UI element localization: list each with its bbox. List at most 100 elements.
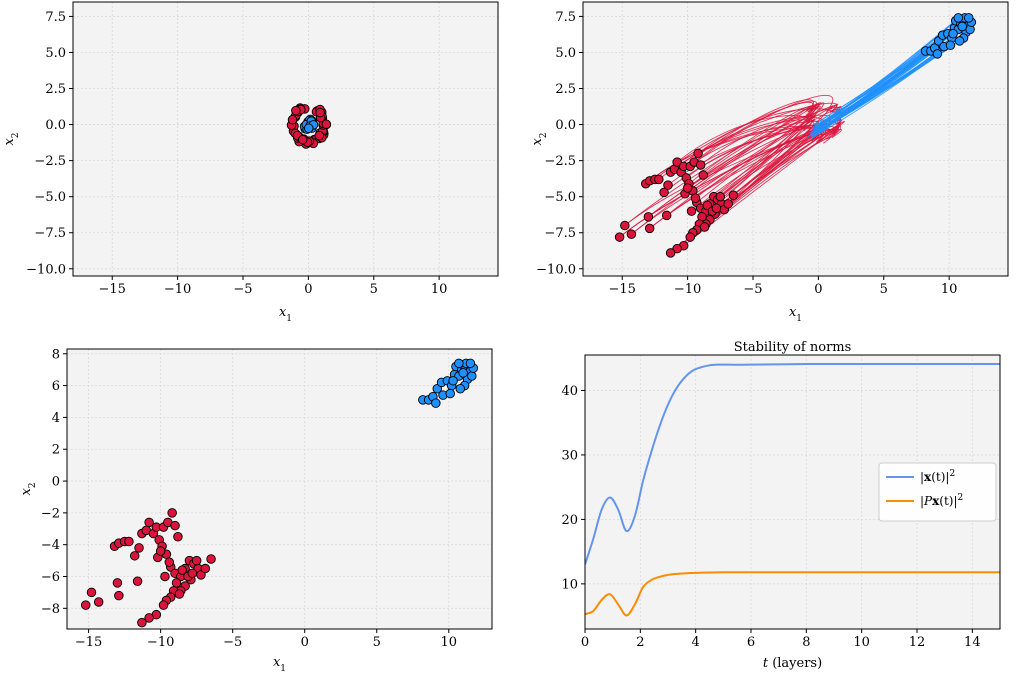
axes-frame	[66, 348, 493, 630]
y-tick-label: −7.5	[544, 226, 576, 241]
legend: |x(t)|2 |Px(t)|2	[878, 462, 997, 522]
x-tick-label: 6	[747, 635, 755, 650]
blue-point	[945, 40, 956, 51]
red-point	[702, 200, 712, 211]
red-point	[321, 119, 332, 129]
y-axis-label: x2	[2, 132, 21, 145]
red-point	[626, 229, 637, 239]
red-point	[174, 589, 185, 599]
x-tick-label: 10	[941, 282, 958, 297]
marks-layer	[585, 362, 1000, 617]
y-tick-label: 0.0	[45, 118, 66, 133]
red-point	[160, 571, 170, 582]
blue-point	[455, 384, 466, 394]
red-point	[643, 212, 654, 222]
red-trajectory	[687, 124, 825, 189]
x-tick-label: 8	[802, 635, 810, 650]
x-tick-label: 5	[880, 282, 888, 297]
y-tick-label: −6	[41, 570, 60, 585]
x-tick-label: 4	[692, 635, 700, 650]
x-tick-label: −10	[674, 282, 701, 297]
blue-point	[964, 13, 974, 23]
red-point	[191, 555, 202, 566]
chart-panel-1: −15 −10 −5 0 5 10 7.5 5.0 2.5 0.0 −2.5 −5.0 −7.5 −10.…	[2, 1, 499, 324]
x-tick-label: 10	[441, 635, 458, 650]
blue-point	[303, 123, 314, 133]
y-tick-label: 10	[561, 577, 578, 592]
plot-area	[73, 2, 498, 276]
x-tick-label: 10	[431, 282, 448, 297]
y-tick-label: −10.0	[26, 262, 66, 277]
red-point	[129, 551, 140, 561]
x-axis-label: x1	[279, 305, 292, 324]
red-point	[173, 531, 183, 542]
y-axis-label: x2	[19, 482, 38, 495]
red-point	[690, 193, 701, 203]
blue-point	[458, 368, 468, 378]
red-point	[644, 223, 655, 234]
y-tick-label: 20	[561, 513, 578, 528]
blue-point	[448, 376, 458, 386]
red-point	[672, 157, 682, 167]
red-point	[187, 568, 198, 579]
red-point	[314, 130, 325, 141]
blue-point	[957, 21, 967, 32]
red-point	[654, 174, 664, 185]
blue-point	[932, 49, 943, 59]
red-trajectory	[683, 99, 815, 167]
y-tick-label: −2.5	[544, 154, 576, 169]
x-axis-label: x1	[273, 655, 286, 674]
red-point	[663, 180, 673, 190]
red-point	[661, 210, 672, 221]
y-tick-label: 0.0	[555, 118, 576, 133]
red-point	[158, 600, 169, 610]
y-tick-label: 40	[561, 384, 578, 399]
red-point	[665, 248, 676, 258]
blue-point	[445, 388, 455, 399]
red-point	[144, 517, 154, 528]
x-axis-label: x1	[789, 305, 802, 324]
red-trajectory	[689, 95, 834, 167]
red-trajectory	[720, 114, 816, 198]
x-tick-label: 14	[964, 635, 981, 650]
red-point	[728, 190, 739, 200]
red-point	[171, 578, 182, 588]
y-tick-label: 0	[52, 475, 60, 490]
x-axis-label: t (layers)	[763, 656, 822, 671]
y-tick-label: 7.5	[555, 10, 576, 25]
y-tick-label: 6	[52, 379, 60, 394]
blue-point	[467, 371, 477, 381]
blue-point	[431, 398, 441, 408]
red-trajectory	[706, 129, 842, 206]
y-tick-label: −2.5	[34, 154, 66, 169]
red-trajectory	[631, 105, 813, 235]
red-point	[164, 557, 175, 567]
red-point	[80, 600, 91, 610]
red-point	[177, 565, 188, 575]
red-point	[685, 232, 695, 242]
y-tick-label: −2	[41, 506, 60, 521]
y-tick-label: 2.5	[555, 82, 576, 97]
y-tick-label: 8	[52, 347, 60, 362]
red-point	[699, 222, 710, 232]
red-point	[715, 191, 726, 202]
red-point	[167, 508, 177, 518]
red-point	[124, 536, 134, 547]
x-tick-label: 5	[370, 282, 378, 297]
red-point	[291, 105, 301, 116]
red-point	[200, 563, 211, 574]
norm-px-line	[585, 571, 1000, 617]
red-point	[112, 578, 123, 588]
x-tick-label: −5	[233, 282, 252, 297]
x-tick-label: 12	[909, 635, 926, 650]
marks-layer	[286, 103, 332, 149]
blue-point	[953, 13, 964, 23]
red-trajectory	[654, 101, 814, 180]
y-tick-label: 5.0	[555, 46, 576, 61]
y-tick-label: 2	[52, 443, 60, 458]
y-tick-label: −8	[41, 602, 60, 617]
red-point	[132, 576, 143, 587]
blue-point	[454, 358, 464, 369]
x-tick-label: 0	[581, 635, 589, 650]
